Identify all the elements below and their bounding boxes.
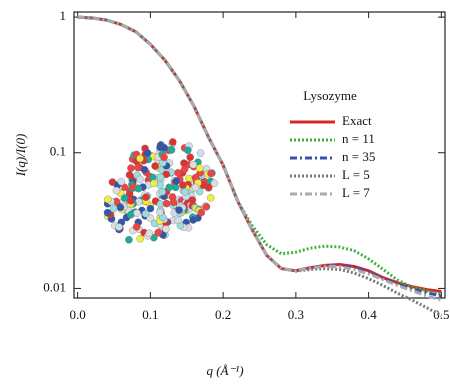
atom: [136, 176, 143, 183]
atom: [144, 149, 151, 156]
atom: [189, 196, 196, 203]
atom: [179, 181, 186, 188]
atom: [203, 203, 210, 210]
atom: [142, 210, 149, 217]
atom: [160, 154, 167, 161]
x-tick-label: 0.1: [142, 307, 158, 322]
atom: [173, 177, 180, 184]
protein-image: [104, 138, 218, 243]
chart: q (Å⁻¹) I(q)/I(0) Lysozyme 0.0 0.1 0.2 0.3 0…: [0, 0, 450, 385]
atom: [104, 196, 111, 203]
legend-label: L = 7: [342, 185, 370, 200]
atom: [155, 229, 162, 236]
atom: [172, 184, 179, 191]
atom: [207, 170, 214, 177]
atom: [126, 171, 133, 178]
atom: [161, 144, 168, 151]
atom: [125, 236, 132, 243]
atom: [166, 184, 173, 191]
atom: [196, 165, 203, 172]
x-tick-label: 0.4: [360, 307, 377, 322]
legend-label: n = 11: [342, 131, 375, 146]
atom: [104, 209, 111, 216]
legend-label: n = 35: [342, 149, 375, 164]
atom: [134, 164, 141, 171]
atom: [113, 187, 120, 194]
atom: [170, 199, 177, 206]
atom: [146, 230, 153, 237]
atom: [156, 209, 163, 216]
atom: [187, 154, 194, 161]
atom: [127, 211, 134, 218]
atom: [137, 235, 144, 242]
atom: [133, 210, 140, 217]
legend-label: L = 5: [342, 167, 370, 182]
atom: [169, 138, 176, 145]
atom: [142, 194, 149, 201]
legend-label: Exact: [342, 113, 372, 128]
y-tick-label: 0.01: [43, 279, 66, 294]
atom: [127, 165, 134, 172]
atom: [205, 184, 212, 191]
atom: [150, 180, 157, 187]
x-tick-label: 0.0: [70, 307, 86, 322]
atom: [118, 178, 125, 185]
legend-title: Lysozyme: [303, 88, 357, 103]
atom: [181, 166, 188, 173]
atom: [181, 188, 188, 195]
atom: [159, 188, 166, 195]
atom: [133, 223, 140, 230]
atom: [163, 200, 170, 207]
atom: [152, 162, 159, 169]
atom: [157, 174, 164, 181]
y-tick-label: 0.1: [50, 144, 66, 159]
atom: [190, 216, 197, 223]
atom: [157, 181, 164, 188]
x-tick-label: 0.2: [215, 307, 231, 322]
atom: [168, 146, 175, 153]
atom: [190, 161, 197, 168]
y-axis-label: I(q)/I(0): [13, 134, 28, 178]
atom: [127, 197, 134, 204]
atom: [197, 150, 204, 157]
atom: [175, 207, 182, 214]
atom: [162, 225, 169, 232]
atom: [136, 155, 143, 162]
atom: [115, 223, 122, 230]
atom: [135, 185, 142, 192]
plot-frame: [74, 12, 445, 298]
y-tick-label: 1: [60, 8, 67, 23]
atom: [174, 169, 181, 176]
atom: [184, 147, 191, 154]
atom: [174, 217, 181, 224]
atom: [141, 166, 148, 173]
x-axis-label: q (Å⁻¹): [206, 363, 243, 378]
atom: [117, 204, 124, 211]
atom: [207, 194, 214, 201]
atom: [121, 194, 128, 201]
atom: [110, 205, 117, 212]
atom: [198, 209, 205, 216]
x-tick-label: 0.3: [288, 307, 304, 322]
atom: [192, 184, 199, 191]
